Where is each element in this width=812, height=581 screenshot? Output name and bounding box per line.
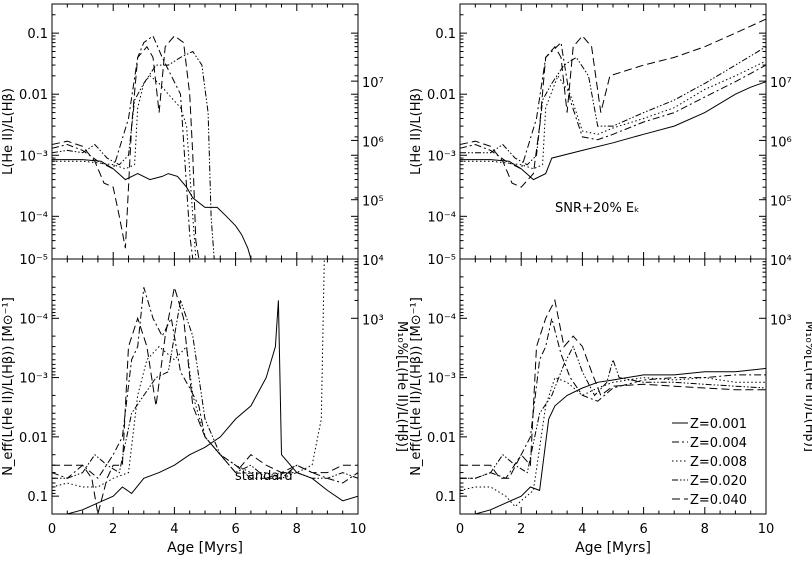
y2-tick-label: 10⁵: [362, 195, 384, 210]
y-tick-label: 10⁻³: [19, 149, 48, 164]
series-line-z040: [460, 298, 766, 479]
y-tick-label: 10⁻⁴: [427, 210, 456, 225]
x-tick-label: 8: [293, 522, 301, 537]
x-tick-label: 6: [231, 522, 239, 537]
y-tick-label: 10⁻³: [19, 372, 48, 387]
series-line-z001: [52, 159, 252, 259]
series-line-z020: [52, 50, 215, 259]
y-tick-label: 0.1: [27, 27, 48, 42]
y2-tick-label: 10³: [362, 313, 384, 328]
series-line-z040: [52, 287, 358, 514]
legend-label-z040: Z=0.040: [690, 493, 747, 508]
y2-tick-label: 10⁴: [362, 254, 384, 269]
series-line-z004: [460, 41, 766, 170]
legend-label-z020: Z=0.020: [690, 474, 747, 489]
legend-label-z004: Z=0.004: [690, 436, 747, 451]
series-line-z008: [52, 259, 325, 488]
series-line-z001: [52, 300, 358, 514]
y2-axis-label: M₁₀%[L(He II)/L(Hβ)]: [394, 321, 409, 452]
y-axis-label: L(He II)/L(Hβ): [1, 88, 16, 175]
y-tick-label: 10⁻⁵: [427, 253, 456, 268]
y-tick-label: 10⁻³: [427, 372, 456, 387]
y-tick-label: 10⁻³: [427, 149, 456, 164]
legend-label-z001: Z=0.001: [690, 417, 747, 432]
panel-top-left: 10⁻⁴ 10⁻³ 0.01 0.1 L(He II)/L(Hβ): [1, 3, 359, 260]
y2-tick-label: 10⁵: [770, 195, 792, 210]
y2-axis-label: M₁₀%[L(He II)/L(Hβ)]: [802, 321, 812, 452]
x-axis-label: Age [Myrs]: [575, 540, 651, 556]
y2-tick-label: 10⁴: [770, 254, 792, 269]
x-tick-label: 8: [701, 522, 709, 537]
plot-frame: [459, 3, 767, 260]
y-axis-label: L(He II)/L(Hβ): [409, 88, 424, 175]
x-tick-label: 2: [517, 522, 525, 537]
x-tick-label: 10: [758, 522, 775, 537]
plot-frame: [51, 258, 359, 515]
panel-top-right: 10⁻⁴ 10⁻³ 0.01 0.1 L(He II)/L(Hβ) SNR+20% Eₖ: [409, 3, 767, 260]
series-group: [52, 259, 358, 514]
panel-bottom-left: 0 2 4 6 8 10 10⁻⁵ 10⁻⁴ 10⁻³ 0.01 0.1 10³ 10⁴ 10⁵ 10⁶ 10…: [1, 76, 409, 556]
y-tick-label: 0.01: [427, 431, 456, 446]
x-tick-label: 0: [456, 522, 464, 537]
y-tick-label: 10⁻⁴: [19, 210, 48, 225]
series-line-z004: [52, 287, 358, 484]
series-line-z001: [460, 367, 766, 514]
series-line-z004: [52, 35, 194, 259]
series-line-z020: [460, 46, 766, 166]
y-tick-label: 0.01: [19, 88, 48, 103]
y2-tick-label: 10³: [770, 313, 792, 328]
y-axis-label: N_eff(L(He II)/L(Hβ)) [M⊙⁻¹]: [1, 297, 16, 476]
x-tick-label: 4: [170, 522, 178, 537]
series-group: [460, 18, 766, 188]
panel-annotation: SNR+20% Eₖ: [555, 201, 640, 216]
y-tick-label: 10⁻⁴: [19, 312, 48, 327]
x-tick-label: 10: [350, 522, 367, 537]
y-tick-label: 0.1: [435, 27, 456, 42]
x-tick-label: 0: [48, 522, 56, 537]
panel-annotation: standard: [235, 469, 293, 484]
legend-label-z008: Z=0.008: [690, 455, 747, 470]
y-tick-label: 0.1: [27, 490, 48, 505]
y-tick-label: 0.01: [427, 88, 456, 103]
series-line-z020: [460, 345, 766, 479]
y-tick-label: 0.01: [19, 431, 48, 446]
y2-tick-label: 10⁶: [770, 135, 792, 150]
series-line-z008: [460, 60, 766, 170]
y2-tick-label: 10⁶: [362, 135, 384, 150]
x-tick-label: 6: [639, 522, 647, 537]
y2-tick-label: 10⁷: [362, 76, 384, 91]
y2-tick-label: 10⁷: [770, 76, 792, 91]
plot-frame: [51, 3, 359, 260]
series-line-z040: [460, 18, 766, 188]
x-axis-label: Age [Myrs]: [167, 540, 243, 556]
series-line-z040: [52, 35, 200, 259]
y-axis-label: N_eff(L(He II)/L(Hβ)) [M⊙⁻¹]: [409, 297, 424, 476]
panel-bottom-right: 0 2 4 6 8 10 10⁻⁵ 10⁻⁴ 10⁻³ 0.01 0.1 10³ 10⁴ 10⁵ 10⁶ 10…: [409, 76, 812, 556]
series-line-z008: [52, 75, 197, 259]
series-group: [460, 298, 766, 514]
series-line-z008: [460, 376, 766, 508]
series-group: [52, 35, 252, 259]
legend: Z=0.001 Z=0.004 Z=0.008 Z=0.020 Z=0.040: [672, 417, 747, 508]
series-line-z001: [460, 81, 766, 181]
y-tick-label: 10⁻⁵: [19, 253, 48, 268]
x-tick-label: 2: [109, 522, 117, 537]
series-line-z020: [52, 300, 358, 479]
y-tick-label: 10⁻⁴: [427, 312, 456, 327]
x-tick-label: 4: [578, 522, 586, 537]
y-tick-label: 0.1: [435, 490, 456, 505]
